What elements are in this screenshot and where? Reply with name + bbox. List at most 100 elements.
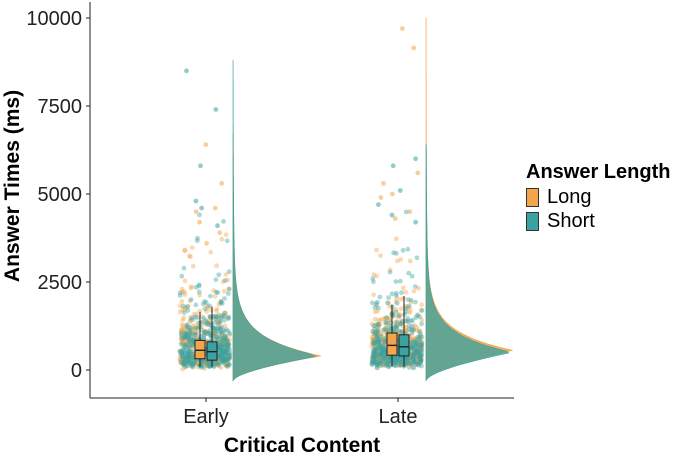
data-point (193, 325, 198, 331)
data-point (225, 328, 231, 334)
data-point (418, 341, 424, 347)
data-point (214, 335, 220, 340)
data-point (180, 323, 186, 329)
data-point (225, 337, 230, 343)
data-point (414, 348, 420, 354)
x-tick-label: Late (379, 406, 418, 428)
data-point (199, 358, 205, 363)
data-point (411, 327, 416, 333)
data-point (419, 317, 425, 323)
data-point (184, 322, 190, 328)
data-point (377, 342, 383, 348)
data-point (373, 301, 379, 307)
data-point (382, 347, 387, 353)
data-point (218, 357, 223, 363)
data-point (385, 364, 391, 369)
data-point (411, 352, 417, 357)
data-point (398, 306, 404, 312)
data-point (370, 356, 376, 362)
data-point (222, 349, 228, 354)
data-point (412, 356, 418, 361)
data-point (219, 301, 225, 306)
data-point (371, 323, 376, 329)
data-point (399, 330, 405, 335)
data-point (218, 326, 224, 332)
data-point (196, 283, 202, 289)
data-point (377, 345, 383, 351)
data-point (410, 345, 415, 351)
data-point (410, 355, 416, 361)
data-point (380, 362, 386, 368)
outlier-point (212, 205, 218, 211)
data-point (418, 356, 424, 362)
data-point (221, 328, 227, 334)
data-point (394, 319, 400, 325)
data-point (208, 307, 214, 313)
data-point (226, 362, 231, 368)
data-point (374, 348, 379, 353)
data-point (412, 357, 417, 363)
data-point (395, 258, 400, 264)
data-point (403, 361, 409, 367)
data-point (377, 353, 383, 359)
data-point (220, 338, 225, 344)
data-point (377, 358, 383, 364)
data-point (376, 360, 381, 366)
data-point (219, 312, 225, 318)
data-point (386, 315, 392, 321)
data-point (393, 299, 399, 305)
data-point (399, 356, 405, 361)
data-point (418, 353, 424, 358)
data-point (179, 322, 185, 328)
data-point (187, 326, 193, 332)
data-point (401, 356, 406, 362)
data-point (398, 312, 403, 318)
data-point (218, 299, 224, 304)
data-point (223, 338, 229, 344)
data-point (371, 349, 376, 354)
data-point (194, 359, 200, 365)
data-point (222, 336, 227, 342)
data-point (202, 299, 208, 304)
data-point (392, 360, 398, 366)
data-point (393, 326, 399, 331)
data-point (190, 364, 196, 370)
data-point (206, 330, 212, 336)
data-point (181, 337, 186, 343)
data-point (214, 334, 220, 340)
data-point (180, 358, 185, 364)
data-point (376, 357, 382, 363)
data-point (181, 344, 187, 350)
data-point (189, 352, 195, 357)
box-long-late (386, 332, 398, 356)
data-point (387, 317, 392, 323)
data-point (381, 356, 387, 361)
outlier-point (184, 68, 189, 74)
data-point (184, 330, 190, 336)
data-point (381, 337, 386, 343)
data-point (416, 347, 422, 353)
data-point (218, 365, 224, 370)
data-point (181, 330, 187, 335)
data-point (375, 365, 380, 371)
data-point (178, 356, 184, 362)
data-point (180, 339, 186, 345)
data-point (179, 338, 185, 343)
data-point (219, 350, 225, 356)
data-point (387, 356, 393, 362)
data-point (206, 331, 211, 337)
data-point (408, 299, 414, 305)
data-point (375, 361, 381, 367)
data-point (205, 322, 211, 327)
legend-label-short: Short (547, 209, 595, 232)
data-point (409, 353, 415, 359)
data-point (225, 342, 231, 348)
data-point (215, 359, 221, 365)
data-point (414, 347, 419, 353)
data-point (409, 359, 415, 364)
data-point (189, 338, 195, 343)
data-point (177, 358, 183, 364)
data-point (225, 342, 231, 347)
data-point (370, 276, 376, 281)
data-point (207, 314, 213, 319)
